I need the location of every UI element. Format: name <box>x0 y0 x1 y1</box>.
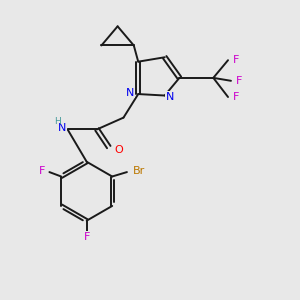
Text: N: N <box>58 123 66 133</box>
Text: N: N <box>125 88 134 98</box>
Text: Br: Br <box>133 166 145 176</box>
Text: O: O <box>115 145 123 155</box>
Text: F: F <box>39 166 45 176</box>
Text: F: F <box>83 232 90 242</box>
Text: H: H <box>54 117 61 126</box>
Text: F: F <box>232 92 239 102</box>
Text: F: F <box>232 55 239 65</box>
Text: F: F <box>236 76 242 86</box>
Text: N: N <box>166 92 175 102</box>
